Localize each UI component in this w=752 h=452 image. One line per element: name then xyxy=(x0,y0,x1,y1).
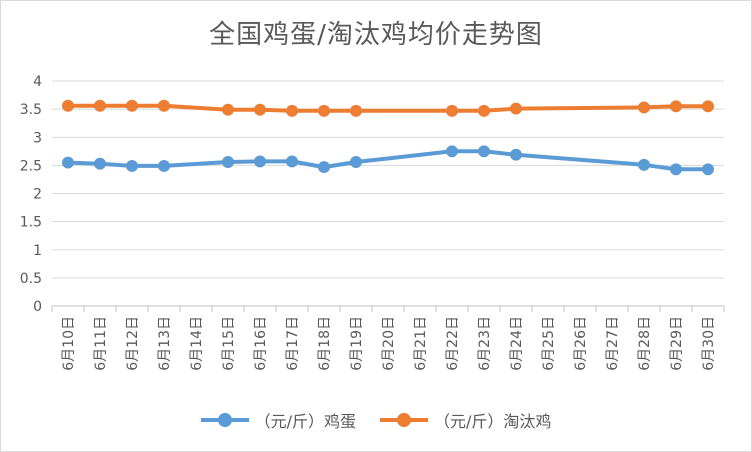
data-point-1 xyxy=(350,104,362,117)
x-tick-label: 6月13日 xyxy=(157,316,173,371)
x-tick-label: 6月18日 xyxy=(317,316,333,371)
data-point-1 xyxy=(510,102,522,115)
data-point-1 xyxy=(94,99,106,112)
legend-hen-label: （元/斤）淘汰鸡 xyxy=(434,412,552,431)
data-point-0 xyxy=(222,156,234,168)
data-point-0 xyxy=(702,163,714,176)
data-point-0 xyxy=(510,148,522,161)
data-point-0 xyxy=(158,159,170,172)
data-point-1 xyxy=(446,104,458,117)
y-tick-label: 1.5 xyxy=(20,215,42,231)
y-tick-label: 0.5 xyxy=(20,271,42,287)
y-axis: 0 0.5 1 1.5 2 2.5 3 3.5 4 xyxy=(20,74,42,315)
y-tick-label: 4 xyxy=(33,74,42,90)
data-point-1 xyxy=(126,99,138,112)
y-tick-label: 0 xyxy=(33,299,42,315)
gridlines xyxy=(52,80,724,307)
data-point-1 xyxy=(638,101,650,114)
x-tick-label: 6月16日 xyxy=(253,316,269,371)
data-point-1 xyxy=(286,104,298,117)
x-tick-label: 6月26日 xyxy=(573,316,589,371)
y-tick-label: 3 xyxy=(33,130,42,146)
data-point-0 xyxy=(62,156,74,169)
data-point-1 xyxy=(222,103,234,116)
x-tick-label: 6月25日 xyxy=(541,316,557,371)
x-tick-label: 6月23日 xyxy=(477,316,493,371)
x-tick-label: 6月22日 xyxy=(445,316,461,371)
data-point-1 xyxy=(318,104,330,117)
y-tick-label: 2 xyxy=(33,187,42,203)
y-tick-label: 2.5 xyxy=(20,158,42,174)
data-point-1 xyxy=(254,103,266,116)
legend-hen-marker xyxy=(380,413,428,427)
x-tick-label: 6月27日 xyxy=(605,316,621,371)
x-tick-label: 6月15日 xyxy=(221,316,237,371)
y-tick-label: 3.5 xyxy=(20,102,42,118)
x-tick-label: 6月11日 xyxy=(93,316,109,371)
legend-egg-marker xyxy=(200,413,249,427)
x-axis: 6月10日 6月11日 6月12日 6月13日 6月14日 6月15日 6月16日 6月17日… xyxy=(51,306,725,371)
x-tick-label: 6月19日 xyxy=(349,316,365,371)
x-tick-label: 6月17日 xyxy=(285,316,301,371)
x-tick-label: 6月30日 xyxy=(701,316,717,371)
y-tick-label: 1 xyxy=(33,243,42,259)
series-lines xyxy=(62,99,714,176)
data-point-1 xyxy=(478,104,490,117)
x-tick-label: 6月28日 xyxy=(637,316,653,371)
data-point-0 xyxy=(670,163,682,176)
chart-title: 全国鸡蛋/淘汰鸡均价走势图 xyxy=(209,20,543,50)
x-tick-label: 6月21日 xyxy=(413,316,429,371)
x-tick-label: 6月24日 xyxy=(509,316,525,371)
data-point-0 xyxy=(350,156,362,168)
data-point-0 xyxy=(446,145,458,158)
data-point-0 xyxy=(318,161,330,174)
data-point-0 xyxy=(254,155,266,168)
x-tick-label: 6月29日 xyxy=(669,316,685,371)
data-point-0 xyxy=(478,145,490,158)
data-point-0 xyxy=(126,159,138,172)
data-point-1 xyxy=(158,99,170,112)
data-point-0 xyxy=(94,157,106,170)
data-point-0 xyxy=(638,158,650,171)
x-tick-label: 6月10日 xyxy=(61,316,77,371)
legend-egg-label: （元/斤）鸡蛋 xyxy=(254,412,356,431)
x-tick-label: 6月12日 xyxy=(125,316,141,371)
x-tick-label: 6月20日 xyxy=(381,316,397,371)
legend: （元/斤）鸡蛋 （元/斤）淘汰鸡 xyxy=(0,408,752,432)
data-point-0 xyxy=(286,155,298,168)
x-tick-label: 6月14日 xyxy=(189,316,205,371)
data-point-1 xyxy=(62,99,74,112)
legend-item-hen: （元/斤）淘汰鸡 xyxy=(380,408,551,432)
data-point-1 xyxy=(702,100,714,113)
legend-item-egg: （元/斤）鸡蛋 xyxy=(200,408,356,432)
data-point-1 xyxy=(670,100,682,113)
